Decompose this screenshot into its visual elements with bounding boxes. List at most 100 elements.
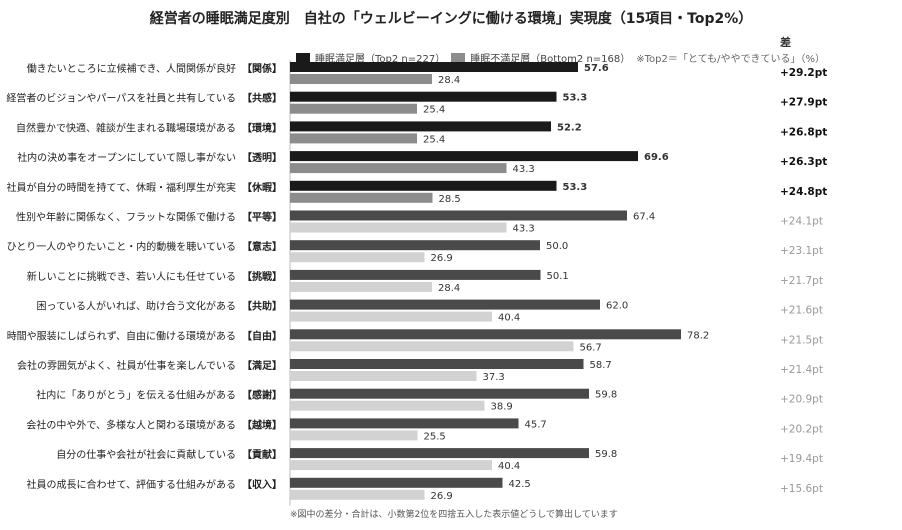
category-tag: 【挑戦】 (242, 270, 282, 283)
value-label-unsatisfied: 28.5 (439, 194, 461, 205)
bar-unsatisfied (290, 252, 425, 263)
category-label: 社内の決め事をオープンにしていて隠し事がない (17, 151, 236, 164)
value-label-unsatisfied: 37.3 (483, 372, 505, 383)
legend: 睡眠満足層（Top2 n=227） 睡眠不満足層（Bottom2 n=168） … (296, 50, 831, 65)
bar-satisfied (290, 121, 551, 132)
diff-label: +23.1pt (780, 245, 823, 257)
value-label-satisfied: 52.2 (557, 122, 582, 133)
bar-satisfied (290, 180, 557, 191)
legend-note: ※Top2＝「とても/ややできている」（%） (636, 54, 825, 65)
value-label-satisfied: 62.0 (606, 301, 628, 312)
category-label: 困っている人がいれば、助け合う文化がある (37, 300, 237, 313)
diff-label: +26.3pt (780, 156, 827, 168)
value-label-unsatisfied: 40.4 (498, 461, 520, 472)
diff-label: +26.8pt (780, 126, 827, 138)
category-label: 社員が自分の時間を持てて、休暇・福利厚生が充実 (7, 181, 237, 194)
category-label: 経営者のビジョンやパーパスを社員と共有している (6, 92, 236, 105)
diff-label: +21.5pt (780, 334, 823, 346)
value-label-unsatisfied: 25.4 (423, 134, 445, 145)
diff-label: +21.6pt (780, 305, 823, 317)
category-tag: 【貢献】 (242, 448, 282, 461)
category-label: 性別や年齢に関係なく、フラットな関係で働ける (16, 211, 236, 224)
value-label-unsatisfied: 26.9 (431, 491, 453, 502)
bar-unsatisfied (290, 133, 417, 144)
value-label-satisfied: 50.0 (546, 241, 568, 252)
bar-unsatisfied (290, 192, 433, 203)
bar-unsatisfied (290, 281, 432, 292)
bar-satisfied (290, 210, 627, 221)
value-label-satisfied: 57.6 (584, 63, 609, 74)
bar-satisfied (290, 151, 638, 162)
value-label-satisfied: 78.2 (687, 330, 709, 341)
footnote: ※図中の差分・合計は、小数第2位を四捨五入した表示値どうしで算出しています (290, 510, 618, 520)
legend-swatch-unsatisfied (451, 52, 466, 63)
value-label-satisfied: 59.8 (595, 390, 617, 401)
value-label-unsatisfied: 43.3 (513, 224, 535, 235)
value-label-unsatisfied: 56.7 (580, 342, 602, 353)
bar-satisfied (290, 448, 589, 459)
value-label-unsatisfied: 40.4 (498, 313, 520, 324)
value-label-satisfied: 69.6 (644, 152, 669, 163)
diff-label: +21.4pt (780, 364, 823, 376)
value-label-unsatisfied: 25.5 (424, 431, 446, 442)
category-tag: 【自由】 (242, 329, 282, 342)
bar-satisfied (290, 418, 519, 429)
value-label-satisfied: 45.7 (525, 419, 547, 430)
category-tag: 【感謝】 (242, 389, 282, 402)
category-label: 時間や服装にしばられず、自由に働ける環境がある (7, 329, 236, 342)
category-label: 会社の雰囲気がよく、社員が仕事を楽しんでいる (17, 359, 236, 372)
category-label: 社員の成長に合わせて、評価する仕組みがある (27, 478, 237, 491)
bar-satisfied (290, 299, 600, 310)
diff-label: +20.2pt (780, 423, 823, 435)
bar-unsatisfied (290, 430, 418, 441)
bar-unsatisfied (290, 222, 507, 233)
category-tag: 【環境】 (242, 121, 282, 134)
category-tag: 【透明】 (242, 151, 282, 164)
category-label: 自分の仕事や会社が社会に貢献している (56, 448, 236, 461)
category-tag: 【満足】 (242, 359, 282, 372)
diff-label: +20.9pt (780, 394, 823, 406)
category-tag: 【関係】 (242, 62, 282, 75)
value-label-satisfied: 50.1 (547, 271, 569, 282)
diff-label: +19.4pt (780, 453, 823, 465)
diff-label: +24.1pt (780, 216, 823, 228)
value-label-satisfied: 67.4 (633, 212, 655, 223)
bar-unsatisfied (290, 460, 492, 471)
value-label-satisfied: 53.3 (563, 93, 588, 104)
value-label-unsatisfied: 25.4 (423, 105, 445, 116)
diff-column-header: 差 (780, 36, 791, 49)
value-label-unsatisfied: 43.3 (513, 164, 535, 175)
category-label: 働きたいところに立候補でき、人間関係が良好 (27, 62, 236, 75)
bar-satisfied (290, 477, 503, 488)
category-tag: 【意志】 (242, 240, 282, 253)
bar-unsatisfied (290, 163, 507, 174)
bar-unsatisfied (290, 74, 432, 84)
category-tag: 【休暇】 (242, 181, 282, 194)
diff-label: +21.7pt (780, 275, 823, 287)
value-label-unsatisfied: 26.9 (431, 253, 453, 264)
bar-satisfied (290, 388, 589, 399)
value-label-satisfied: 58.7 (590, 360, 612, 371)
bar-unsatisfied (290, 371, 477, 381)
category-tag: 【収入】 (242, 478, 282, 491)
diff-label: +24.8pt (780, 186, 827, 198)
bar-satisfied (290, 91, 557, 102)
category-tag: 【共助】 (242, 300, 282, 313)
value-label-satisfied: 53.3 (563, 182, 588, 193)
category-label: 会社の中や外で、多様な人と関わる環境がある (26, 418, 236, 431)
chart-title: 経営者の睡眠満足度別 自社の「ウェルビーイングに働ける環境」実現度（15項目・T… (149, 11, 753, 27)
category-label: 社内に「ありがとう」を伝える仕組みがある (36, 389, 236, 402)
category-tag: 【越境】 (242, 418, 282, 431)
value-label-satisfied: 59.8 (595, 449, 617, 460)
value-label-unsatisfied: 28.4 (438, 75, 460, 86)
bar-unsatisfied (290, 311, 492, 322)
value-label-satisfied: 42.5 (509, 479, 531, 490)
bar-unsatisfied (290, 400, 485, 411)
value-label-unsatisfied: 28.4 (438, 283, 460, 294)
diff-label: +29.2pt (780, 67, 827, 79)
bar-unsatisfied (290, 103, 417, 114)
category-tag: 【平等】 (242, 211, 282, 224)
bar-unsatisfied (290, 341, 574, 352)
